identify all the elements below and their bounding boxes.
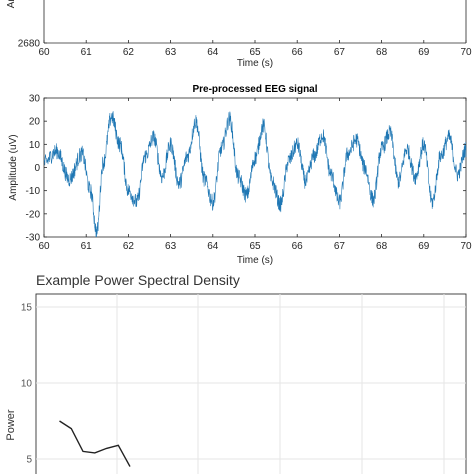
- eeg-x-tick-label: 68: [376, 241, 388, 252]
- eeg-x-tick-label: 67: [334, 241, 346, 252]
- eeg-y-tick-label: -10: [26, 186, 41, 197]
- psd-panel: 5 10 15 Example Power Spectral Density Power: [5, 272, 467, 474]
- psd-y-tick-label: 15: [21, 303, 33, 314]
- raw-x-tick-label: 65: [249, 47, 261, 58]
- eeg-chart-title: Pre-processed EEG signal: [192, 84, 317, 95]
- eeg-x-tick-label: 60: [38, 241, 50, 252]
- raw-x-tick-label: 60: [38, 47, 50, 58]
- raw-x-tick-label: 67: [334, 47, 346, 58]
- raw-x-tick-label: 69: [418, 47, 430, 58]
- eeg-signal-panel: 60 61 62 63 64 65 66 67 68 69 70 -30 -20 -10 0 10 20 30 Pr…: [8, 84, 472, 266]
- raw-x-tick-label: 62: [123, 47, 135, 58]
- raw-x-tick-label: 70: [460, 47, 472, 58]
- eeg-y-tick-label: 0: [34, 163, 40, 174]
- raw-y-axis-label: Amplitude: [6, 0, 17, 8]
- psd-chart-title: Example Power Spectral Density: [36, 272, 240, 288]
- eeg-y-tick-label: -30: [26, 233, 41, 244]
- raw-plot-area: [44, 0, 466, 43]
- eeg-y-tick-label: 10: [29, 140, 41, 151]
- raw-x-tick-label: 61: [81, 47, 93, 58]
- eeg-x-tick-label: 70: [460, 241, 472, 252]
- eeg-signal-trace: [43, 111, 467, 238]
- raw-x-tick-label: 66: [292, 47, 304, 58]
- raw-x-tick-label: 64: [207, 47, 219, 58]
- raw-x-tick-label: 68: [376, 47, 388, 58]
- raw-x-tick-label: 63: [165, 47, 177, 58]
- raw-x-axis-label: Time (s): [237, 58, 273, 69]
- eeg-x-tick-label: 62: [123, 241, 135, 252]
- psd-y-tick-label: 5: [26, 455, 32, 466]
- psd-y-tick-label: 10: [21, 379, 33, 390]
- eeg-x-tick-label: 65: [249, 241, 261, 252]
- raw-y-tick-label: 2680: [18, 39, 41, 50]
- eeg-x-tick-label: 66: [292, 241, 304, 252]
- eeg-y-axis-label: Amplitude (uV): [8, 134, 19, 200]
- eeg-x-tick-label: 61: [81, 241, 93, 252]
- eeg-y-tick-label: -20: [26, 209, 41, 220]
- psd-plot-area: [35, 293, 467, 474]
- eeg-y-tick-label: 20: [29, 117, 41, 128]
- eeg-plot-area: [43, 97, 467, 238]
- eeg-y-tick-label: 30: [29, 94, 41, 105]
- raw-signal-panel: 606162636465666768697026802700Time (s)Am…: [6, 0, 472, 69]
- eeg-x-tick-label: 64: [207, 241, 219, 252]
- eeg-x-tick-label: 69: [418, 241, 430, 252]
- psd-y-axis-label: Power: [5, 409, 17, 441]
- eeg-x-tick-label: 63: [165, 241, 177, 252]
- eeg-x-axis-label: Time (s): [237, 255, 273, 266]
- psd-series-line: [59, 420, 131, 467]
